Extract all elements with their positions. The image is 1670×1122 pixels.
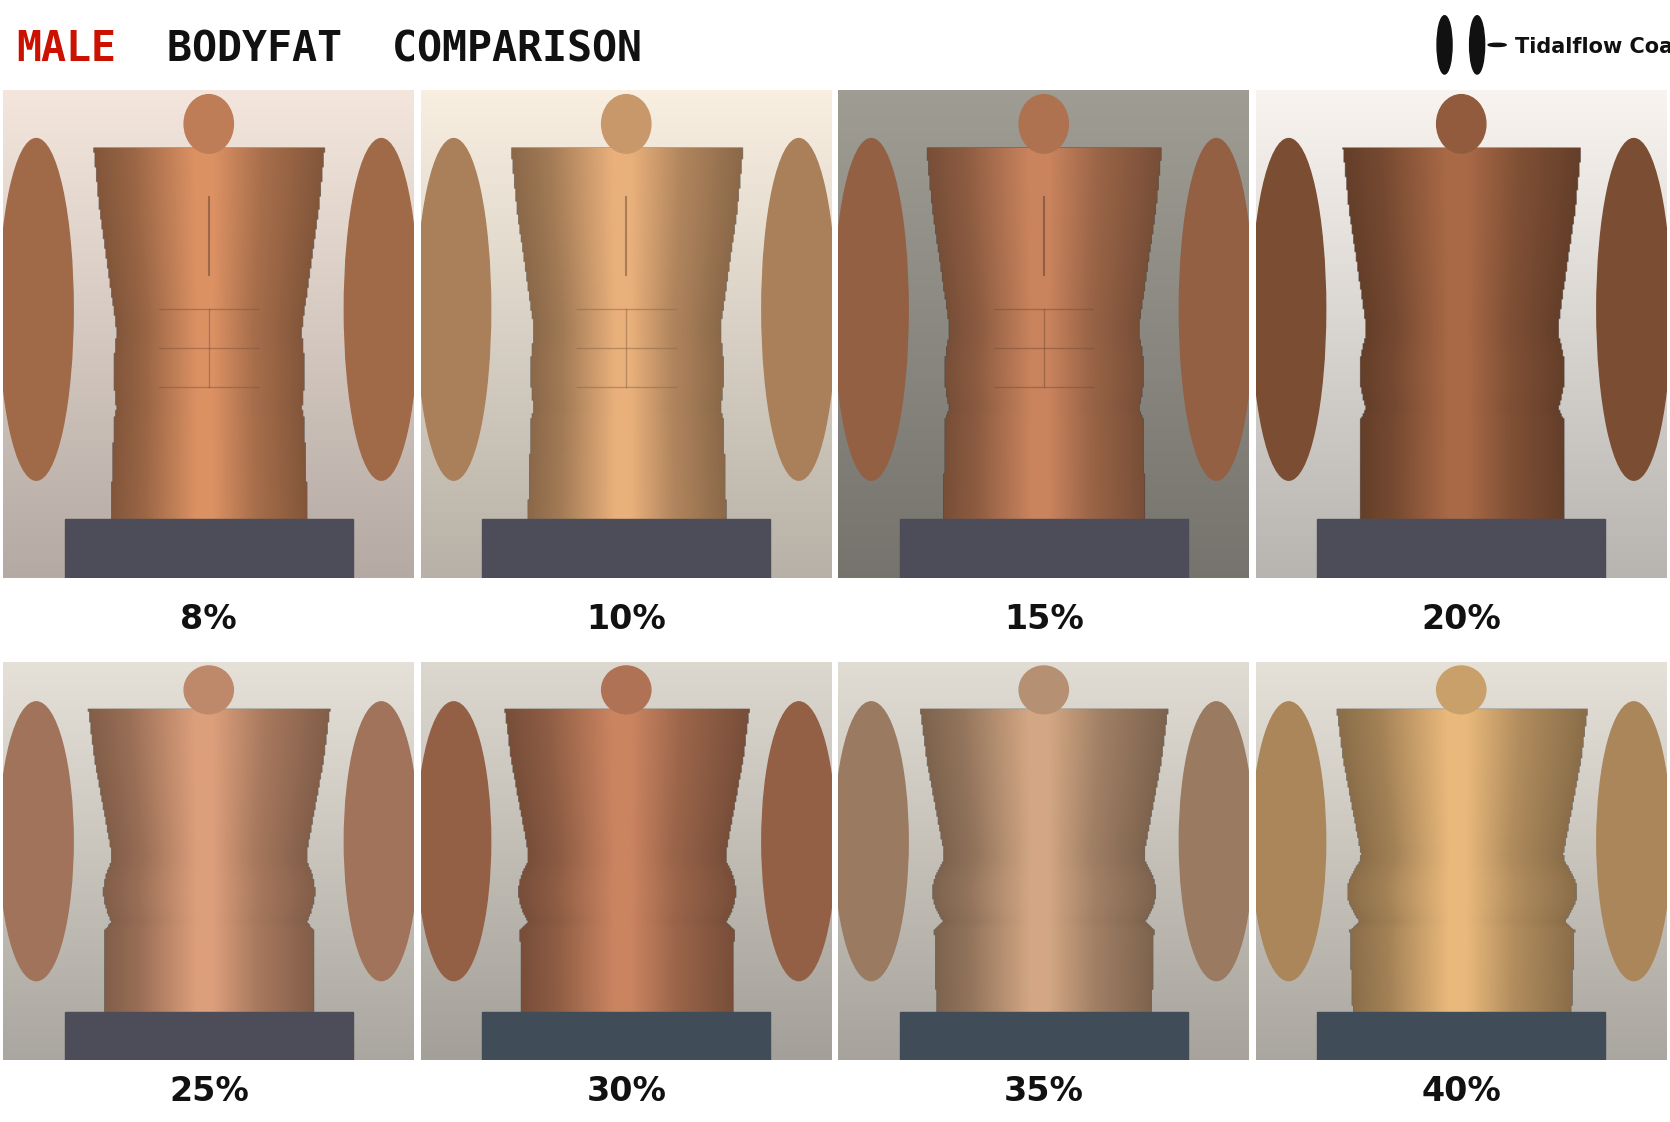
Ellipse shape — [762, 702, 835, 981]
Ellipse shape — [762, 139, 835, 480]
Ellipse shape — [0, 702, 73, 981]
Text: 15%: 15% — [1004, 604, 1084, 636]
Bar — [483, 519, 770, 578]
Text: MALE: MALE — [17, 28, 117, 71]
Ellipse shape — [1597, 702, 1670, 981]
Ellipse shape — [1436, 16, 1453, 74]
Text: BODYFAT  COMPARISON: BODYFAT COMPARISON — [142, 28, 641, 71]
Ellipse shape — [1019, 94, 1069, 154]
Text: Tidalflow Coach: Tidalflow Coach — [1515, 37, 1670, 57]
Bar — [900, 1012, 1187, 1060]
Bar — [900, 519, 1187, 578]
Ellipse shape — [601, 666, 651, 714]
Text: 25%: 25% — [169, 1075, 249, 1107]
Ellipse shape — [418, 702, 491, 981]
Bar — [483, 1012, 770, 1060]
Ellipse shape — [344, 702, 418, 981]
Ellipse shape — [835, 702, 908, 981]
Text: 30%: 30% — [586, 1075, 666, 1107]
Text: 8%: 8% — [180, 604, 237, 636]
Ellipse shape — [1470, 16, 1485, 74]
Ellipse shape — [184, 94, 234, 154]
Ellipse shape — [1179, 139, 1252, 480]
Ellipse shape — [0, 139, 73, 480]
Ellipse shape — [835, 139, 908, 480]
Ellipse shape — [1436, 94, 1486, 154]
Ellipse shape — [1436, 666, 1486, 714]
Bar — [65, 519, 352, 578]
Text: 35%: 35% — [1004, 1075, 1084, 1107]
Ellipse shape — [344, 139, 418, 480]
Ellipse shape — [1597, 139, 1670, 480]
Ellipse shape — [1252, 702, 1326, 981]
Text: 10%: 10% — [586, 604, 666, 636]
Bar — [65, 1012, 352, 1060]
Ellipse shape — [1252, 139, 1326, 480]
Ellipse shape — [418, 139, 491, 480]
Ellipse shape — [1019, 666, 1069, 714]
Text: 20%: 20% — [1421, 604, 1501, 636]
Bar — [1318, 519, 1605, 578]
Circle shape — [1488, 44, 1506, 46]
Ellipse shape — [1179, 702, 1252, 981]
Ellipse shape — [184, 666, 234, 714]
Bar — [1318, 1012, 1605, 1060]
Ellipse shape — [601, 94, 651, 154]
Text: 40%: 40% — [1421, 1075, 1501, 1107]
